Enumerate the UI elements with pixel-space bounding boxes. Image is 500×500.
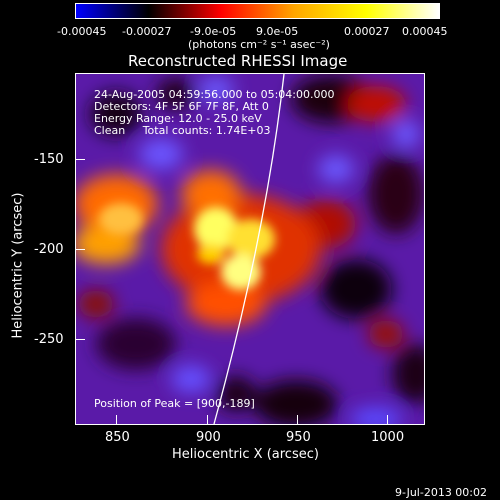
x-tick-label: 850 — [105, 430, 130, 445]
x-tick — [297, 415, 298, 425]
info-detectors: Detectors: 4F 5F 6F 7F 8F, Att 0 — [94, 100, 269, 113]
y-tick — [75, 249, 85, 250]
info-energy-range: Energy Range: 12.0 - 25.0 keV — [94, 112, 262, 125]
solar-limb-line — [213, 74, 285, 424]
colorbar-tick-label: 0.00045 — [402, 25, 448, 38]
x-tick — [387, 415, 388, 425]
colorbar-tick-label: -0.00045 — [57, 25, 107, 38]
x-tick — [207, 415, 208, 425]
x-axis-label: Heliocentric X (arcsec) — [172, 447, 319, 462]
colorbar — [75, 3, 440, 19]
rhessi-image-plot — [75, 73, 425, 425]
info-time-range: 24-Aug-2005 04:59:56.000 to 05:04:00.000 — [94, 88, 335, 101]
x-tick — [116, 415, 117, 425]
x-tick-label: 900 — [196, 430, 221, 445]
colorbar-tick-label: -9.0e-05 — [190, 25, 237, 38]
rhessi-image — [76, 74, 424, 424]
y-tick — [75, 159, 85, 160]
colorbar-tick-label: 9.0e-05 — [256, 25, 299, 38]
colorbar-tick-label: -0.00027 — [122, 25, 172, 38]
y-tick — [75, 339, 85, 340]
peak-position-label: Position of Peak = [900,-189] — [94, 397, 255, 410]
y-axis-label: Heliocentric Y (arcsec) — [10, 192, 26, 339]
x-tick-label: 950 — [286, 430, 311, 445]
x-tick-label: 1000 — [371, 430, 405, 445]
info-clean-counts: Clean Total counts: 1.74E+03 — [94, 124, 271, 137]
colorbar-unit-label: (photons cm⁻² s⁻¹ asec⁻²) — [188, 38, 330, 51]
y-tick-label: -200 — [34, 242, 64, 257]
timestamp: 9-Jul-2013 00:02 — [395, 486, 488, 499]
plot-title: Reconstructed RHESSI Image — [128, 52, 348, 70]
y-tick-label: -250 — [34, 332, 64, 347]
colorbar-tick-label: 0.00027 — [344, 25, 390, 38]
y-tick-label: -150 — [34, 152, 64, 167]
